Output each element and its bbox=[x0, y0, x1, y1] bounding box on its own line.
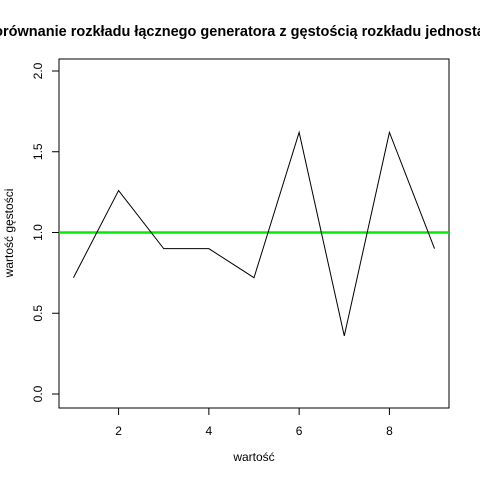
x-tick-label: 4 bbox=[206, 424, 213, 438]
x-tick-label: 2 bbox=[115, 424, 122, 438]
y-tick-label: 0.5 bbox=[31, 305, 45, 322]
y-tick-label: 1.5 bbox=[31, 143, 45, 160]
x-axis-label: wartość bbox=[232, 450, 274, 464]
x-tick-label: 6 bbox=[296, 424, 303, 438]
series-line bbox=[73, 130, 436, 336]
y-axis-label: wartość gęstości bbox=[2, 189, 16, 279]
y-tick-label: 2.0 bbox=[31, 62, 45, 79]
x-tick-label: 8 bbox=[386, 424, 393, 438]
y-axis: 0.0 0.5 1.0 1.5 2.0 bbox=[31, 62, 60, 402]
x-axis: 2 4 6 8 bbox=[115, 407, 393, 438]
y-tick-label: 0.0 bbox=[31, 385, 45, 402]
chart-title: Porównanie rozkładu łącznego generatora … bbox=[0, 24, 480, 40]
y-tick-label: 1.0 bbox=[31, 224, 45, 241]
